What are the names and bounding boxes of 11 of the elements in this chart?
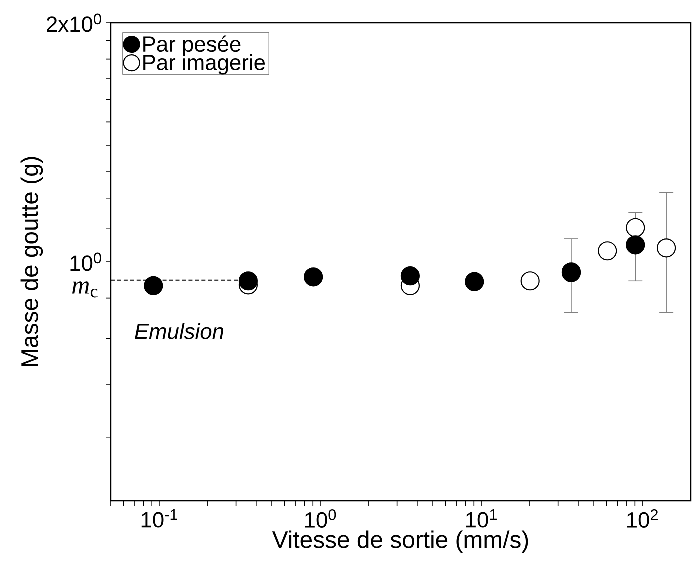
legend-label: Par imagerie <box>144 54 266 75</box>
annotation: m$_{c}$ <box>72 282 98 298</box>
x-tick-label: 10$^{-1}$ <box>142 510 178 528</box>
y-axis-title: Masse de goutte (g) <box>20 157 44 366</box>
x-axis-title: Vitesse de sortie (mm/s) <box>272 530 528 554</box>
x-tick-label: 10$^{1}$ <box>466 510 497 528</box>
x-tick-label: 10$^{0}$ <box>305 510 336 528</box>
legend-label: Par pesée <box>144 36 241 56</box>
x-tick-label: 10$^{2}$ <box>628 510 658 528</box>
y-tick-label: 2x10$^{0}$ <box>47 14 102 32</box>
annotation: Emulsion <box>135 323 224 340</box>
